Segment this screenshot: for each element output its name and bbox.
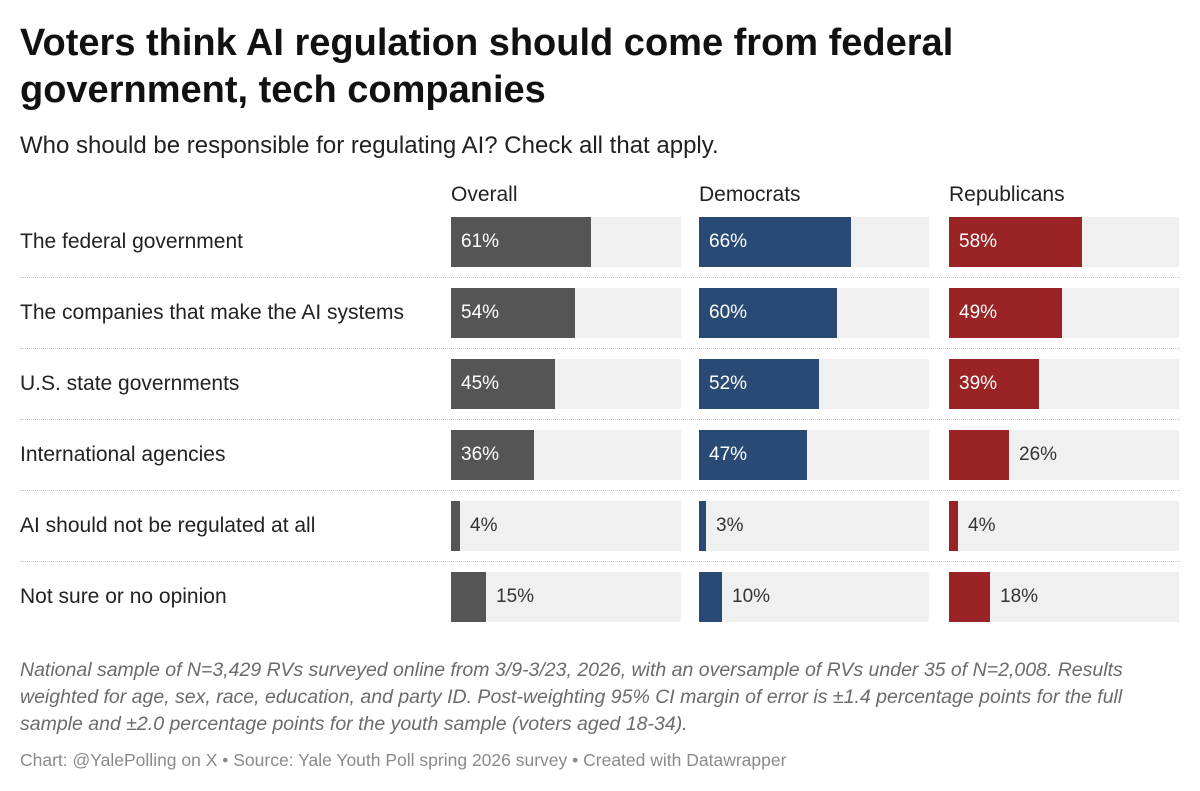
- row-label: The federal government: [20, 230, 243, 253]
- data-label: 61%: [461, 231, 500, 252]
- data-label: 45%: [461, 373, 500, 394]
- bar-track: 10%: [699, 572, 929, 622]
- row-label: International agencies: [20, 443, 226, 466]
- bar-democrats: [699, 430, 807, 480]
- column-header-republicans: Republicans: [949, 183, 1065, 206]
- data-label: 39%: [959, 373, 998, 394]
- bar-track: 45%: [451, 359, 681, 409]
- data-label: 66%: [709, 231, 748, 252]
- bar-democrats: [699, 288, 837, 338]
- row-label: The companies that make the AI systems: [20, 301, 405, 324]
- row-divider: [20, 419, 1180, 420]
- data-label: 54%: [461, 302, 500, 323]
- data-label: 58%: [959, 231, 998, 252]
- bar-track: 18%: [949, 572, 1179, 622]
- row-label: AI should not be regulated at all: [20, 514, 316, 537]
- chart-title: Voters think AI regulation should come f…: [20, 22, 954, 111]
- bar-republicans: [949, 217, 1082, 267]
- data-label: 49%: [959, 302, 998, 323]
- chart-subtitle: Who should be responsible for regulating…: [20, 132, 719, 159]
- bar-overall: [451, 572, 486, 622]
- row-label: Not sure or no opinion: [20, 585, 227, 608]
- bar-democrats: [699, 501, 706, 551]
- bar-overall: [451, 288, 575, 338]
- data-label: 4%: [968, 515, 996, 536]
- bar-overall: [451, 501, 460, 551]
- data-label: 10%: [732, 586, 771, 607]
- column-header-democrats: Democrats: [699, 183, 801, 206]
- data-label: 26%: [1019, 444, 1058, 465]
- column-header-overall: Overall: [451, 183, 518, 206]
- bar-track: 26%: [949, 430, 1179, 480]
- bar-track: 36%: [451, 430, 681, 480]
- bar-track: 66%: [699, 217, 929, 267]
- bar-democrats: [699, 572, 722, 622]
- bar-track: 49%: [949, 288, 1179, 338]
- row-divider: [20, 348, 1180, 349]
- data-label: 36%: [461, 444, 500, 465]
- data-label: 52%: [709, 373, 748, 394]
- chart-footer: Chart: @YalePolling on X • Source: Yale …: [20, 750, 787, 770]
- bar-republicans: [949, 359, 1039, 409]
- bar-track: 60%: [699, 288, 929, 338]
- bar-track: 54%: [451, 288, 681, 338]
- data-label: 60%: [709, 302, 748, 323]
- bar-track: 4%: [451, 501, 681, 551]
- row-label: U.S. state governments: [20, 372, 240, 395]
- bar-republicans: [949, 288, 1062, 338]
- bar-track: 39%: [949, 359, 1179, 409]
- row-divider: [20, 277, 1180, 278]
- bar-track: 58%: [949, 217, 1179, 267]
- bar-democrats: [699, 217, 851, 267]
- bar-track: 61%: [451, 217, 681, 267]
- chart-notes: National sample of N=3,429 RVs surveyed …: [20, 659, 1123, 735]
- bar-democrats: [699, 359, 819, 409]
- row-divider: [20, 561, 1180, 562]
- bar-republicans: [949, 430, 1009, 480]
- data-label: 47%: [709, 444, 748, 465]
- data-label: 15%: [496, 586, 535, 607]
- bar-republicans: [949, 572, 990, 622]
- bar-republicans: [949, 501, 958, 551]
- data-label: 18%: [1000, 586, 1039, 607]
- bar-overall: [451, 217, 591, 267]
- bar-track: 15%: [451, 572, 681, 622]
- data-label: 3%: [716, 515, 744, 536]
- bar-overall: [451, 359, 555, 409]
- bar-track: 47%: [699, 430, 929, 480]
- row-divider: [20, 490, 1180, 491]
- bar-track: 3%: [699, 501, 929, 551]
- bar-track: 4%: [949, 501, 1179, 551]
- bar-track: 52%: [699, 359, 929, 409]
- data-label: 4%: [470, 515, 498, 536]
- bar-overall: [451, 430, 534, 480]
